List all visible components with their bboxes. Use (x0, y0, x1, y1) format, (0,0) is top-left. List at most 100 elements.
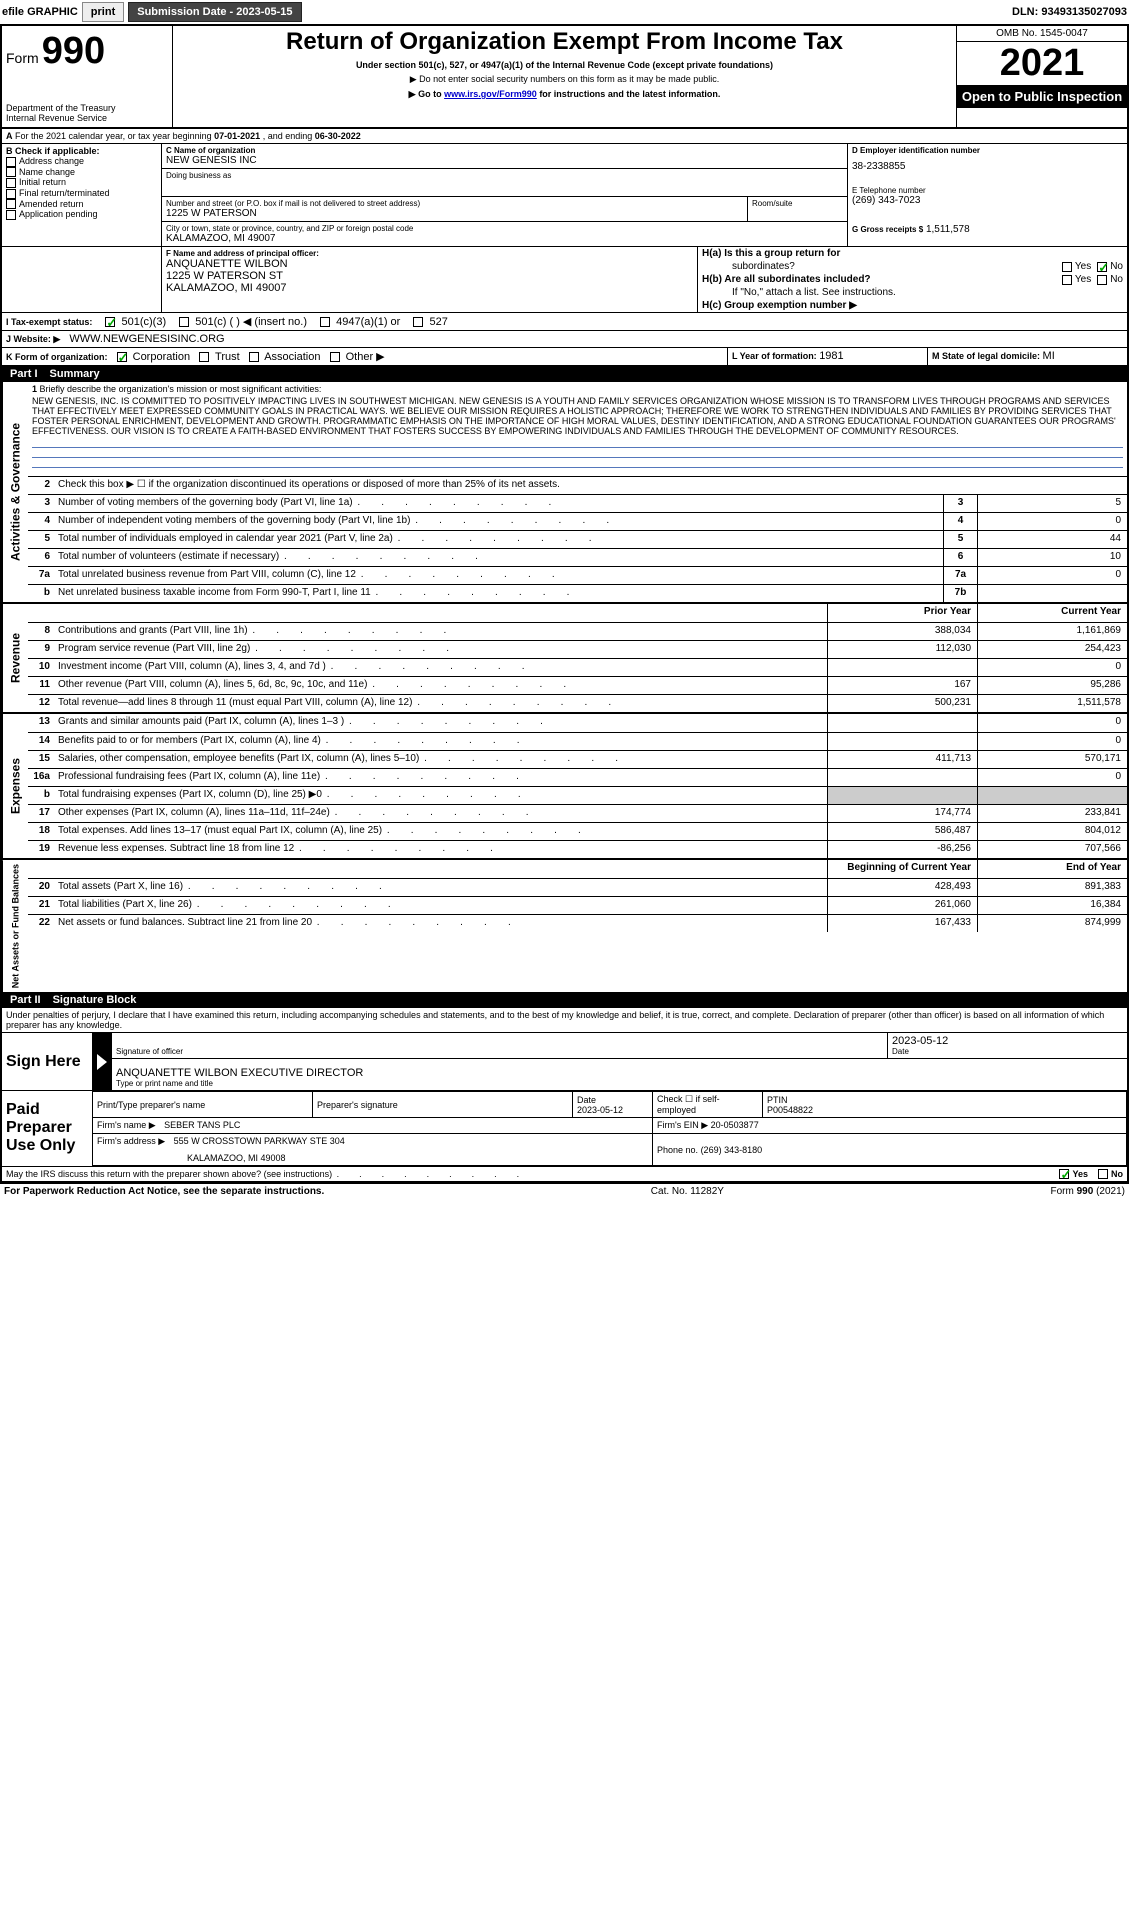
hb-yes-chk[interactable] (1062, 275, 1072, 285)
row-prior: 261,060 (827, 897, 977, 914)
org-name: NEW GENESIS INC (166, 155, 843, 166)
exp-row: 15 Salaries, other compensation, employe… (28, 750, 1127, 768)
vlabel-expenses: Expenses (2, 714, 28, 858)
vlabel-net: Net Assets or Fund Balances (2, 860, 28, 992)
m-cell: M State of legal domicile: MI (927, 348, 1127, 365)
row-desc: Total revenue—add lines 8 through 11 (mu… (54, 695, 827, 712)
row-num: 11 (28, 677, 54, 694)
footer-r-prefix: Form (1051, 1186, 1077, 1197)
sign-here-label: Sign Here (2, 1033, 92, 1090)
mission-row: 1 Briefly describe the organization's mi… (28, 382, 1127, 438)
row-box: 5 (943, 531, 977, 548)
firm-ein: 20-0503877 (711, 1120, 759, 1130)
prep-h4: Check ☐ if self-employed (653, 1092, 763, 1118)
netassets-block: Net Assets or Fund Balances Beginning of… (2, 858, 1127, 992)
officer-cell: F Name and address of principal officer:… (162, 247, 697, 312)
row-current: 707,566 (977, 841, 1127, 858)
chk-assoc[interactable] (249, 352, 259, 362)
row-desc: Grants and similar amounts paid (Part IX… (54, 714, 827, 732)
prep-row3: Firm's address ▶ 555 W CROSSTOWN PARKWAY… (93, 1134, 1127, 1166)
chk-address-change[interactable]: Address change (6, 156, 157, 167)
col-b-header: B Check if applicable: (6, 146, 157, 156)
dln-label: DLN: 93493135027093 (1012, 6, 1127, 18)
row-val: 0 (977, 567, 1127, 584)
lbl-final: Final return/terminated (19, 188, 110, 198)
part1-title: Summary (50, 368, 100, 380)
part2-label: Part II (10, 994, 53, 1006)
lbl-address-change: Address change (19, 156, 84, 166)
row-current: 570,171 (977, 751, 1127, 768)
subtitle-3: ▶ Go to www.irs.gov/Form990 for instruct… (179, 89, 950, 100)
footer-mid: Cat. No. 11282Y (651, 1186, 724, 1197)
chk-final-return[interactable]: Final return/terminated (6, 188, 157, 199)
sig-name-cell: ANQUANETTE WILBON EXECUTIVE DIRECTOR Typ… (112, 1059, 1127, 1090)
room-label: Room/suite (752, 199, 843, 208)
row-num: 7a (28, 567, 54, 584)
expenses-block: Expenses 13 Grants and similar amounts p… (2, 712, 1127, 858)
chk-501c[interactable] (179, 317, 189, 327)
part1-header: Part I Summary (2, 366, 1127, 382)
addr-cell: Number and street (or P.O. box if mail i… (162, 197, 747, 221)
ha-yes: Yes (1075, 261, 1091, 272)
vlabel-activities: Activities & Governance (2, 382, 28, 602)
f-h-row: F Name and address of principal officer:… (2, 247, 1127, 313)
submission-date-button[interactable]: Submission Date - 2023-05-15 (128, 2, 301, 22)
chk-trust[interactable] (199, 352, 209, 362)
row-desc: Total unrelated business revenue from Pa… (54, 567, 943, 584)
row-desc: Total expenses. Add lines 13–17 (must eq… (54, 823, 827, 840)
form-number: 990 (42, 30, 105, 72)
lbl-initial: Initial return (19, 177, 66, 187)
phone-cell: E Telephone number (269) 343-7023 (848, 184, 1127, 208)
subtitle-2: ▶ Do not enter social security numbers o… (179, 74, 950, 85)
city-cell: City or town, state or province, country… (162, 222, 847, 246)
exp-row: 19 Revenue less expenses. Subtract line … (28, 840, 1127, 858)
tax-year: 2021 (957, 42, 1127, 85)
row-current (977, 787, 1127, 804)
city-value: KALAMAZOO, MI 49007 (166, 233, 843, 244)
row-num: 18 (28, 823, 54, 840)
opt-assoc: Association (264, 351, 320, 363)
org-name-label: C Name of organization (166, 146, 843, 155)
k-cell: K Form of organization: Corporation Trus… (2, 348, 727, 365)
hb-no-chk[interactable] (1097, 275, 1107, 285)
vlabel-revenue: Revenue (2, 604, 28, 712)
chk-501c3[interactable] (105, 317, 115, 327)
sig-date: 2023-05-12 (892, 1035, 1123, 1047)
website-row: J Website: ▶ WWW.NEWGENESISINC.ORG (2, 331, 1127, 348)
chk-4947[interactable] (320, 317, 330, 327)
discuss-no: No (1111, 1169, 1123, 1179)
row-current: 891,383 (977, 879, 1127, 896)
prep-h3-cell: Date 2023-05-12 (573, 1092, 653, 1118)
chk-amended[interactable]: Amended return (6, 199, 157, 210)
chk-initial-return[interactable]: Initial return (6, 177, 157, 188)
discuss-yes-chk[interactable] (1059, 1169, 1069, 1179)
dba-label: Doing business as (166, 171, 843, 180)
exp-row: 13 Grants and similar amounts paid (Part… (28, 714, 1127, 732)
chk-other[interactable] (330, 352, 340, 362)
chk-527[interactable] (413, 317, 423, 327)
header-right: OMB No. 1545-0047 2021 Open to Public In… (957, 26, 1127, 127)
row-num: 9 (28, 641, 54, 658)
preparer-label: Paid Preparer Use Only (2, 1091, 92, 1166)
room-cell: Room/suite (747, 197, 847, 221)
hb-yes: Yes (1075, 274, 1091, 285)
print-button[interactable]: print (82, 2, 124, 22)
sub3-prefix: ▶ Go to (409, 89, 444, 99)
hc-row: H(c) Group exemption number ▶ (698, 299, 1127, 312)
form-prefix: Form (6, 50, 39, 66)
firm-ein-l: Firm's EIN ▶ (657, 1120, 708, 1130)
row-current: 16,384 (977, 897, 1127, 914)
ha-no-chk[interactable] (1097, 262, 1107, 272)
chk-app-pending[interactable]: Application pending (6, 209, 157, 220)
form-title: Return of Organization Exempt From Incom… (179, 28, 950, 56)
hb-row: H(b) Are all subordinates included? Yes … (698, 273, 1127, 286)
form990-link[interactable]: www.irs.gov/Form990 (444, 89, 537, 99)
ha-yes-chk[interactable] (1062, 262, 1072, 272)
chk-name-change[interactable]: Name change (6, 167, 157, 178)
gross-label: G Gross receipts $ (852, 225, 923, 234)
dept-label: Department of the Treasury (6, 103, 168, 113)
row-desc: Check this box ▶ ☐ if the organization d… (54, 477, 1127, 494)
discuss-no-chk[interactable] (1098, 1169, 1108, 1179)
row-num: b (28, 787, 54, 804)
chk-corp[interactable] (117, 352, 127, 362)
